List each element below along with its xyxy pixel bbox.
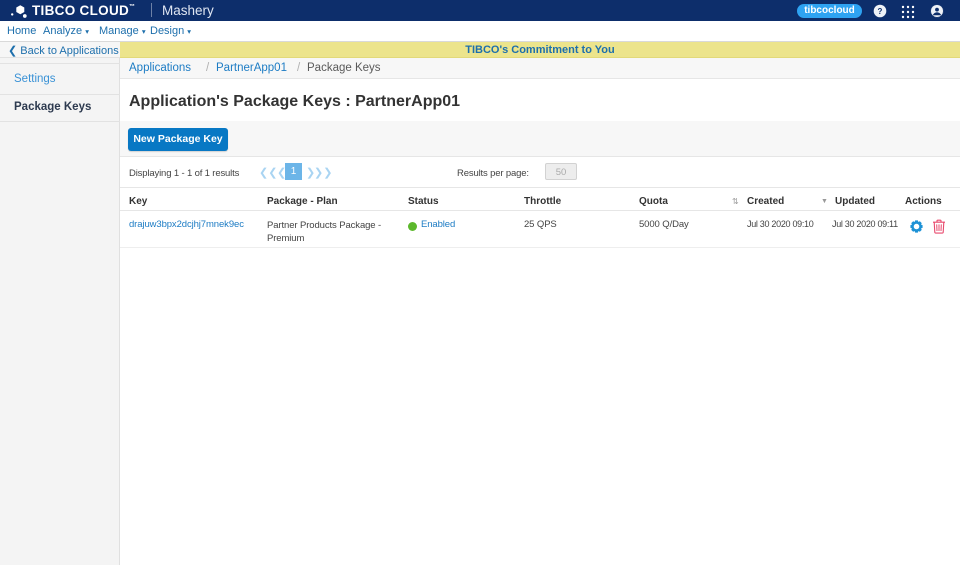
svg-text:?: ? <box>878 7 883 16</box>
